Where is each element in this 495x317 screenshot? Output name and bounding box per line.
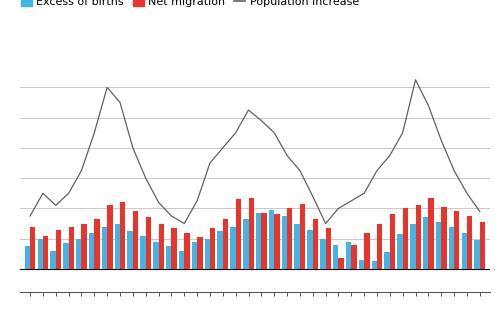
Bar <box>480 222 485 269</box>
Bar <box>50 251 56 269</box>
Bar <box>204 239 210 269</box>
Bar <box>402 208 408 269</box>
Bar <box>128 231 133 269</box>
Bar <box>410 223 415 269</box>
Bar <box>282 216 287 269</box>
Bar <box>30 227 36 269</box>
Bar <box>359 260 364 269</box>
Bar <box>467 216 472 269</box>
Bar <box>441 207 446 269</box>
Bar <box>307 230 313 269</box>
Bar <box>243 219 248 269</box>
Bar <box>256 213 261 269</box>
Bar <box>236 199 241 269</box>
Bar <box>107 205 112 269</box>
Bar <box>248 198 254 269</box>
Bar <box>230 227 236 269</box>
Bar <box>351 245 357 269</box>
Bar <box>436 222 441 269</box>
Bar <box>223 219 228 269</box>
Bar <box>346 242 351 269</box>
Bar <box>372 262 377 269</box>
Bar <box>428 198 434 269</box>
Bar <box>300 204 305 269</box>
Bar <box>171 228 177 269</box>
Bar <box>179 251 184 269</box>
Bar <box>197 237 202 269</box>
Bar <box>217 231 223 269</box>
Bar <box>377 223 382 269</box>
Bar <box>448 227 454 269</box>
Bar <box>140 236 146 269</box>
Bar <box>423 217 428 269</box>
Bar <box>56 230 61 269</box>
Bar <box>63 243 69 269</box>
Bar <box>115 223 120 269</box>
Bar <box>38 239 43 269</box>
Bar <box>415 205 421 269</box>
Legend: Excess of births, Net migration, Population increase: Excess of births, Net migration, Populat… <box>21 0 359 7</box>
Bar <box>95 219 99 269</box>
Bar <box>158 223 164 269</box>
Bar <box>474 240 480 269</box>
Bar <box>390 215 395 269</box>
Bar <box>461 233 467 269</box>
Bar <box>166 246 171 269</box>
Bar <box>339 258 344 269</box>
Bar <box>76 239 82 269</box>
Bar <box>261 213 267 269</box>
Bar <box>89 233 95 269</box>
Bar <box>326 228 331 269</box>
Bar <box>43 236 49 269</box>
Bar <box>210 228 215 269</box>
Bar <box>102 227 107 269</box>
Bar <box>274 215 280 269</box>
Bar <box>133 211 138 269</box>
Bar <box>120 202 125 269</box>
Bar <box>25 246 30 269</box>
Bar <box>313 219 318 269</box>
Bar <box>192 242 197 269</box>
Bar <box>320 239 326 269</box>
Bar <box>269 210 274 269</box>
Bar <box>287 208 293 269</box>
Bar <box>82 223 87 269</box>
Bar <box>295 223 300 269</box>
Bar <box>333 245 339 269</box>
Bar <box>69 227 74 269</box>
Bar <box>397 234 402 269</box>
Bar <box>184 233 190 269</box>
Bar <box>385 252 390 269</box>
Bar <box>153 242 158 269</box>
Bar <box>364 233 370 269</box>
Bar <box>146 217 151 269</box>
Bar <box>454 211 459 269</box>
